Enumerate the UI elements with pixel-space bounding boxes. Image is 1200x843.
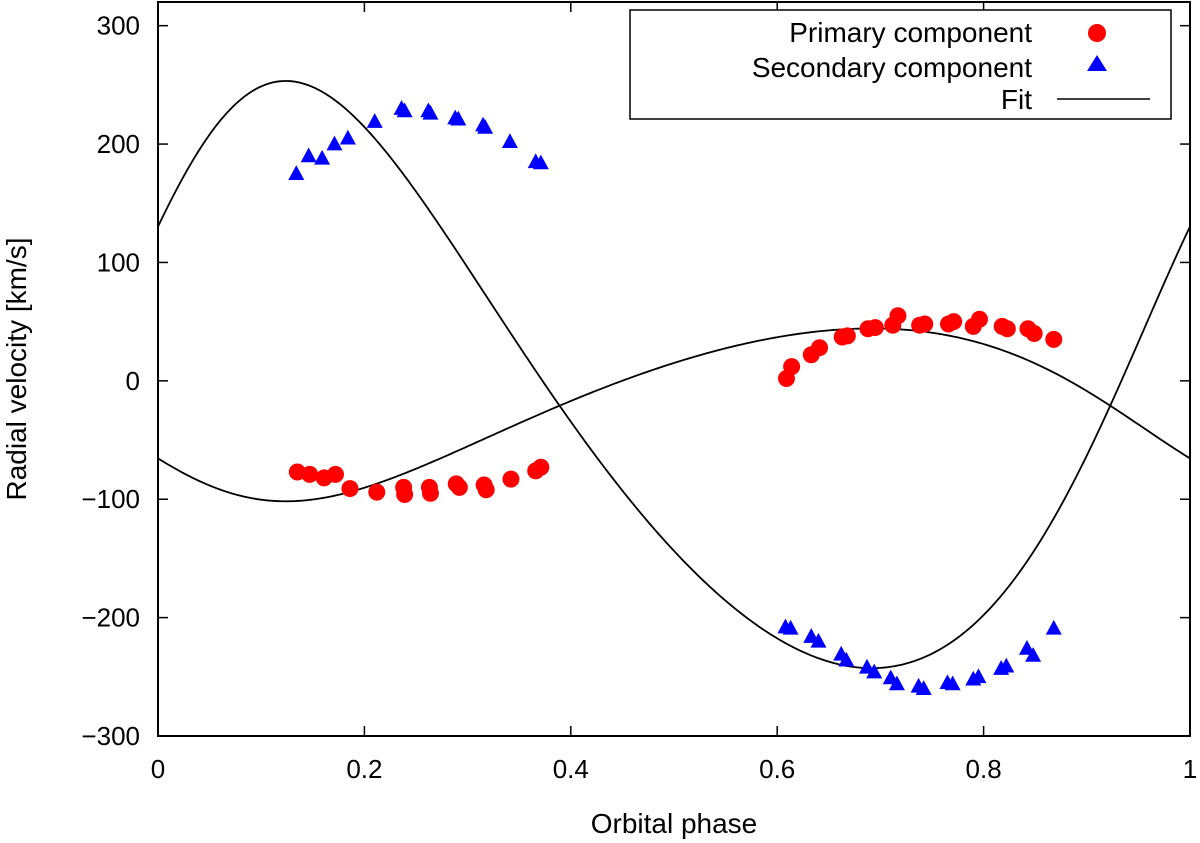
x-axis-label: Orbital phase: [591, 808, 758, 839]
secondary-point: [501, 133, 518, 148]
legend-label-secondary: Secondary component: [752, 52, 1032, 83]
secondary-point: [970, 668, 987, 684]
primary-point: [301, 465, 319, 483]
primary-point: [502, 470, 520, 488]
primary-point: [421, 484, 439, 502]
secondary-point: [866, 663, 883, 679]
primary-point: [970, 310, 988, 328]
x-tick-label: 0.4: [553, 754, 589, 784]
primary-point: [866, 319, 884, 337]
legend: Primary component Secondary component Fi…: [629, 9, 1172, 120]
y-tick-label: −200: [81, 603, 140, 633]
secondary-point: [300, 147, 317, 163]
x-tick-label: 0: [151, 754, 165, 784]
plot-frame: [157, 1, 1191, 737]
secondary-point: [915, 680, 932, 695]
x-tick-label: 1: [1183, 754, 1197, 784]
legend-label-fit: Fit: [1001, 84, 1032, 115]
primary-point: [838, 327, 856, 345]
secondary-point: [477, 119, 494, 134]
secondary-point: [396, 102, 413, 118]
secondary-point: [314, 149, 331, 165]
y-tick-label: 300: [97, 11, 140, 41]
secondary-point: [888, 675, 905, 691]
primary-point: [327, 465, 345, 483]
primary-point: [396, 485, 414, 503]
primary-point: [368, 483, 386, 501]
primary-point: [450, 478, 468, 496]
primary-point: [477, 481, 495, 499]
fit-curve-primary: [157, 327, 1191, 503]
axis-ticks: 0 0.2 0.4 0.6 0.8 1 −300 −200 −100 0 100 200 300: [81, 2, 1197, 784]
y-tick-label: −300: [81, 721, 140, 751]
legend-marker-secondary: [1087, 55, 1107, 71]
secondary-point: [339, 129, 356, 145]
fit-curve-secondary: [157, 80, 1191, 670]
y-tick-label: 200: [97, 129, 140, 159]
primary-point: [889, 307, 907, 325]
legend-marker-primary: [1088, 24, 1106, 42]
y-tick-label: −100: [81, 484, 140, 514]
primary-point: [341, 480, 359, 498]
secondary-point: [450, 110, 467, 126]
secondary-point: [1045, 619, 1062, 635]
y-axis-label: Radial velocity [km/s]: [1, 238, 32, 501]
x-tick-label: 0.8: [966, 754, 1002, 784]
secondary-point: [366, 113, 383, 128]
secondary-point: [838, 651, 855, 667]
secondary-point: [782, 619, 799, 635]
primary-point: [783, 358, 801, 376]
data-points: [288, 100, 1063, 695]
secondary-point: [998, 657, 1015, 673]
secondary-point: [422, 104, 439, 120]
secondary-point: [944, 675, 961, 691]
legend-box: [629, 9, 1172, 120]
legend-label-primary: Primary component: [789, 17, 1032, 48]
y-tick-label: 100: [97, 247, 140, 277]
secondary-point: [288, 165, 305, 180]
x-tick-label: 0.6: [759, 754, 795, 784]
primary-point: [916, 315, 934, 333]
primary-point: [532, 458, 550, 476]
secondary-point: [532, 154, 549, 170]
x-tick-label: 0.2: [346, 754, 382, 784]
secondary-point: [1018, 639, 1035, 655]
primary-point: [945, 313, 963, 331]
secondary-point: [810, 632, 827, 648]
primary-point: [811, 339, 829, 357]
y-tick-label: 0: [126, 366, 140, 396]
secondary-point: [1025, 647, 1042, 662]
secondary-point: [326, 135, 343, 151]
primary-point: [1045, 330, 1063, 348]
primary-point: [1025, 324, 1043, 342]
fit-curves: [157, 80, 1191, 670]
primary-point: [998, 320, 1016, 338]
